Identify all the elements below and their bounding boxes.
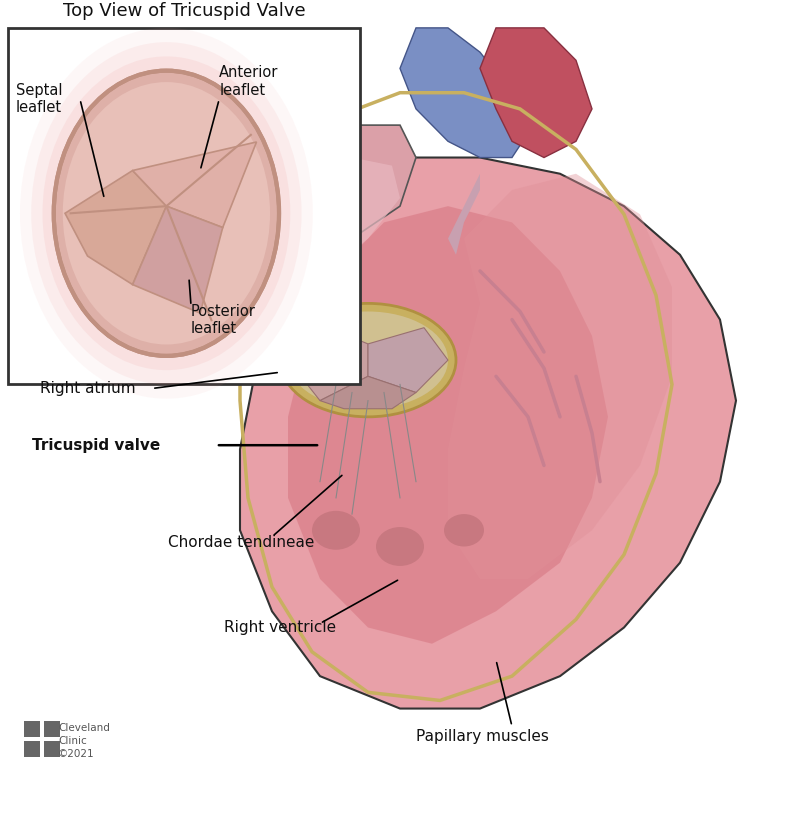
Ellipse shape: [31, 42, 302, 385]
Ellipse shape: [54, 71, 279, 356]
Text: Posterior
leaflet: Posterior leaflet: [191, 304, 256, 336]
Polygon shape: [224, 125, 416, 320]
Polygon shape: [448, 173, 672, 579]
Ellipse shape: [376, 527, 424, 566]
Ellipse shape: [444, 514, 484, 547]
Text: Septal
leaflet: Septal leaflet: [16, 83, 62, 115]
Ellipse shape: [42, 57, 290, 370]
Polygon shape: [248, 158, 400, 312]
FancyBboxPatch shape: [8, 28, 360, 385]
Text: Tricuspid valve: Tricuspid valve: [32, 437, 160, 453]
Ellipse shape: [280, 303, 456, 417]
Polygon shape: [240, 158, 736, 709]
Text: Papillary muscles: Papillary muscles: [416, 729, 549, 745]
Polygon shape: [448, 173, 480, 255]
Text: Cleveland
Clinic
©2021: Cleveland Clinic ©2021: [58, 723, 110, 760]
Ellipse shape: [312, 510, 360, 550]
Polygon shape: [133, 206, 222, 313]
Ellipse shape: [20, 28, 313, 399]
Polygon shape: [288, 206, 608, 644]
Polygon shape: [133, 142, 257, 228]
Polygon shape: [320, 376, 416, 409]
Text: Right ventricle: Right ventricle: [224, 620, 336, 635]
Bar: [44, 741, 60, 757]
Text: Chordae tendineae: Chordae tendineae: [168, 535, 314, 550]
Bar: [24, 721, 40, 737]
Polygon shape: [288, 328, 368, 400]
Bar: [44, 721, 60, 737]
Ellipse shape: [62, 82, 270, 344]
Polygon shape: [480, 28, 592, 158]
Polygon shape: [368, 328, 448, 393]
Polygon shape: [400, 28, 528, 158]
Polygon shape: [65, 170, 166, 284]
Ellipse shape: [288, 312, 448, 409]
Text: Anterior
leaflet: Anterior leaflet: [219, 65, 278, 98]
Bar: [24, 741, 40, 757]
Text: Top View of Tricuspid Valve: Top View of Tricuspid Valve: [62, 2, 306, 20]
Text: Right atrium: Right atrium: [40, 381, 136, 396]
